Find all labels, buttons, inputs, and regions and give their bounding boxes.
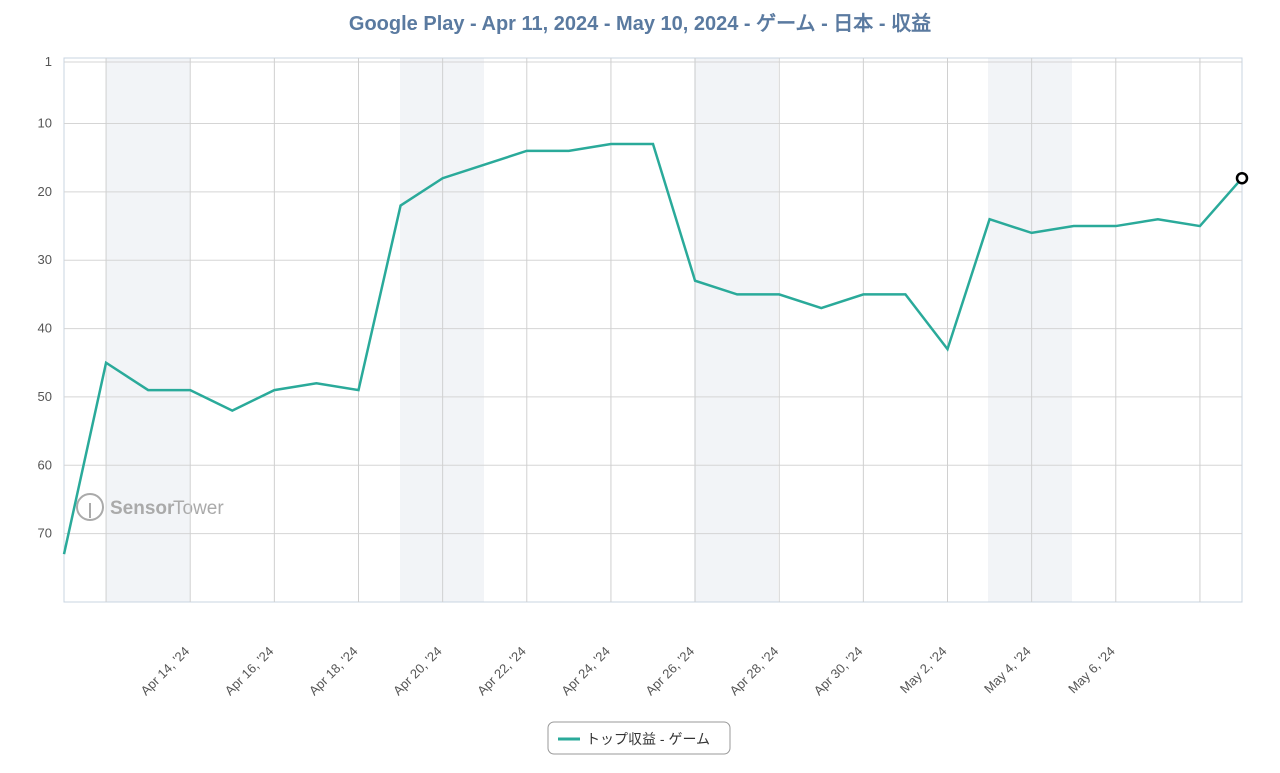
x-tick-label: Apr 18, '24 — [306, 644, 361, 699]
plot-border — [63, 57, 1243, 603]
y-tick-label: 40 — [38, 321, 52, 336]
x-tick-label: Apr 24, '24 — [558, 644, 613, 699]
y-tick-label: 70 — [38, 526, 52, 541]
x-tick-label: May 4, '24 — [981, 644, 1034, 697]
x-tick-label: Apr 26, '24 — [642, 644, 697, 699]
weekend-bands — [106, 58, 1072, 602]
legend-box[interactable] — [547, 721, 731, 755]
y-tick-label: 60 — [38, 457, 52, 472]
weekend-band — [106, 58, 190, 602]
end-marker — [1235, 171, 1249, 185]
y-tick-label: 20 — [38, 184, 52, 199]
watermark: Sensor Tower — [76, 493, 224, 521]
x-tick-label: May 6, '24 — [1065, 644, 1118, 697]
y-tick-label: 50 — [38, 389, 52, 404]
legend[interactable]: トップ収益 - ゲーム — [547, 721, 731, 755]
watermark-text: Sensor — [110, 498, 175, 519]
legend-label[interactable]: トップ収益 - ゲーム — [586, 731, 710, 747]
y-tick-label: 1 — [45, 54, 52, 69]
x-tick-label: Apr 30, '24 — [811, 644, 866, 699]
weekend-band — [400, 58, 484, 602]
x-tick-label: Apr 16, '24 — [222, 644, 277, 699]
x-tick-label: Apr 14, '24 — [138, 644, 193, 699]
weekend-band — [694, 58, 778, 602]
y-tick-label: 30 — [38, 252, 52, 267]
x-tick-label: May 2, '24 — [897, 644, 950, 697]
watermark-icon — [76, 493, 104, 521]
x-tick-label: Apr 22, '24 — [474, 644, 529, 699]
x-tick-label: Apr 20, '24 — [390, 644, 445, 699]
weekend-band — [988, 58, 1072, 602]
watermark-text: Tower — [173, 498, 224, 519]
chart-title: Google Play - Apr 11, 2024 - May 10, 202… — [349, 11, 931, 35]
y-tick-label: 10 — [38, 116, 52, 131]
x-tick-label: Apr 28, '24 — [727, 644, 782, 699]
line — [62, 142, 1243, 555]
